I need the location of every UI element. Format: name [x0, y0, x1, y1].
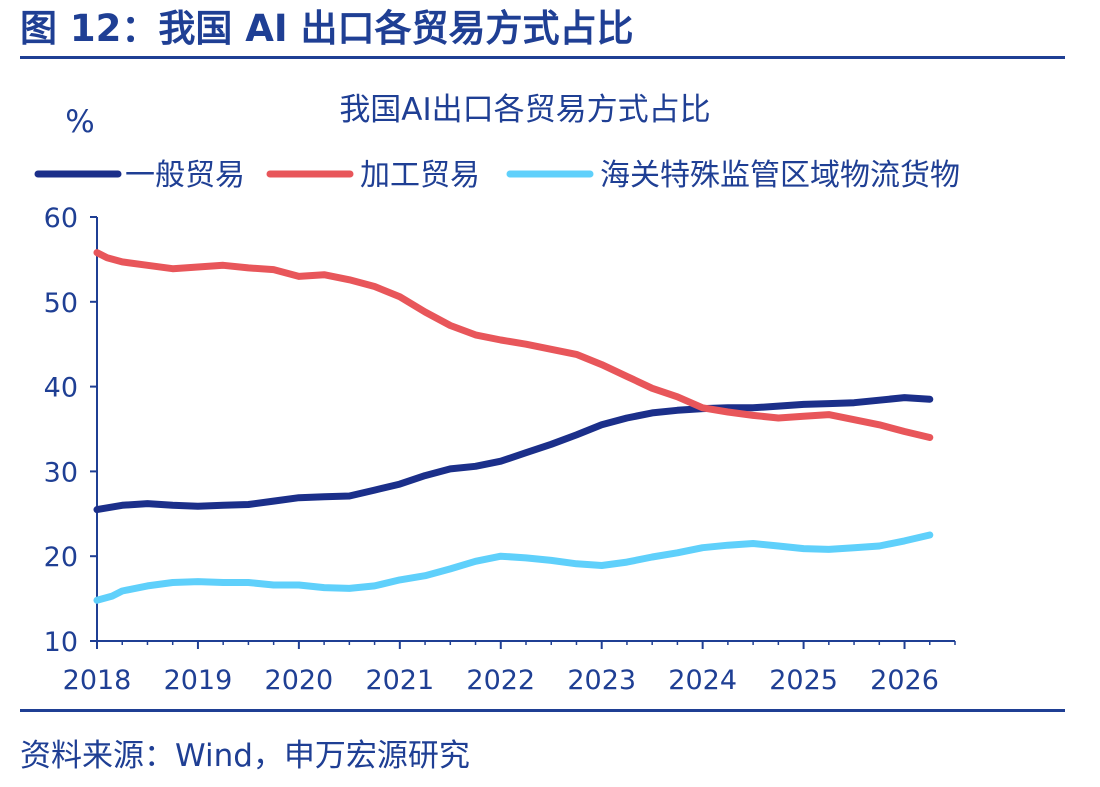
y-tick-label: 30 — [44, 457, 78, 488]
series-general-trade — [93, 394, 934, 514]
y-tick-label: 60 — [44, 203, 78, 234]
source-note: 资料来源：Wind，申万宏源研究 — [20, 738, 470, 774]
footer-rule — [20, 709, 1065, 712]
y-axis-unit-label: % — [65, 104, 94, 140]
y-tick-label: 40 — [44, 373, 78, 404]
line-chart: 我国AI出口各贸易方式占比% 一般贸易 加工贸易 海关特殊监管区域物流货物 10 20 30… — [34, 92, 960, 696]
y-tick-label: 50 — [44, 288, 78, 319]
x-tick-label: 2020 — [265, 665, 334, 696]
chart-title: 我国AI出口各贸易方式占比 — [339, 92, 710, 128]
legend-label-3: 海关特殊监管区域物流货物 — [600, 158, 960, 193]
x-tick-label: 2024 — [668, 665, 737, 696]
legend-label-1: 一般贸易 — [125, 158, 245, 193]
legend-label-2: 加工贸易 — [360, 158, 480, 193]
series-processing-trade — [93, 249, 934, 441]
x-tick-label: 2025 — [769, 665, 838, 696]
x-tick-label: 2026 — [870, 665, 939, 696]
x-tick-label: 2019 — [164, 665, 233, 696]
x-tick-label: 2023 — [567, 665, 636, 696]
series-special-zone — [93, 531, 934, 604]
figure-title: 图 12：我国 AI 出口各贸易方式占比 — [20, 7, 634, 50]
x-tick-label: 2022 — [466, 665, 535, 696]
x-tick-label: 2021 — [365, 665, 434, 696]
header-rule — [20, 56, 1065, 59]
y-tick-label: 10 — [44, 627, 78, 658]
y-tick-label: 20 — [44, 542, 78, 573]
x-tick-label: 2018 — [63, 665, 132, 696]
